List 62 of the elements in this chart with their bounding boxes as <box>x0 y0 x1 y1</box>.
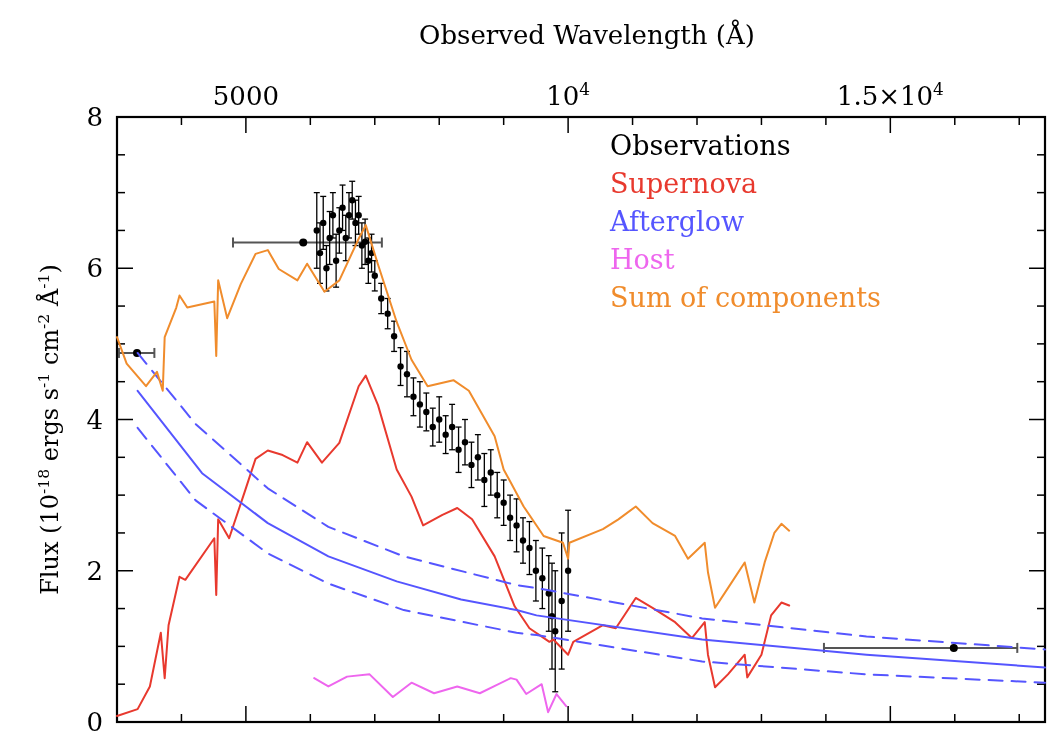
point <box>323 265 330 272</box>
point <box>506 514 514 522</box>
line-series <box>116 374 791 717</box>
y-tick-label: 8 <box>86 102 103 133</box>
point <box>468 461 475 469</box>
point <box>474 454 482 461</box>
point <box>342 234 349 242</box>
y-tick-label: 2 <box>86 555 103 586</box>
point <box>403 370 411 378</box>
point <box>384 310 391 317</box>
point <box>500 499 507 506</box>
x-tick-label: 5000 <box>212 81 279 111</box>
point <box>339 204 346 211</box>
x-axis-title: Observed Wavelength (Å) <box>419 19 755 50</box>
point <box>332 257 340 264</box>
line-series <box>136 389 1046 669</box>
line-series <box>136 426 1046 684</box>
point <box>390 333 398 340</box>
point <box>365 257 372 264</box>
text: Sum of components <box>610 282 881 313</box>
point <box>371 272 378 280</box>
text: Supernova <box>610 168 758 199</box>
line-series <box>313 673 568 714</box>
point <box>355 212 362 219</box>
point <box>442 431 449 438</box>
text: Afterglow <box>609 206 745 237</box>
point <box>539 575 546 582</box>
point <box>519 537 527 544</box>
point <box>352 219 359 227</box>
point <box>564 567 572 574</box>
point <box>349 196 356 204</box>
x-tick-label: 10$^{4}$ <box>546 79 591 111</box>
y-tick-label: 0 <box>86 707 103 738</box>
point <box>299 238 308 247</box>
point <box>558 597 565 605</box>
point <box>320 219 327 227</box>
point <box>949 643 958 652</box>
point <box>378 295 385 302</box>
point <box>526 544 533 552</box>
point <box>448 423 456 431</box>
point <box>532 567 540 574</box>
point <box>487 469 494 476</box>
point <box>513 522 520 529</box>
text: Host <box>610 244 675 275</box>
point <box>494 491 501 499</box>
y-tick-label: 4 <box>86 404 103 435</box>
y-tick-label: 6 <box>86 253 103 284</box>
point <box>481 476 488 484</box>
point <box>461 438 469 446</box>
point <box>336 227 343 234</box>
point <box>423 408 430 416</box>
x-tick-label: 1.5×10$^{4}$ <box>836 79 944 111</box>
point <box>455 446 462 453</box>
point <box>436 416 443 423</box>
point <box>552 628 559 635</box>
point <box>429 423 436 431</box>
text: Observations <box>610 130 791 161</box>
point <box>326 234 333 242</box>
point <box>313 227 320 234</box>
point <box>397 363 404 370</box>
point <box>410 393 417 401</box>
point <box>416 401 424 408</box>
